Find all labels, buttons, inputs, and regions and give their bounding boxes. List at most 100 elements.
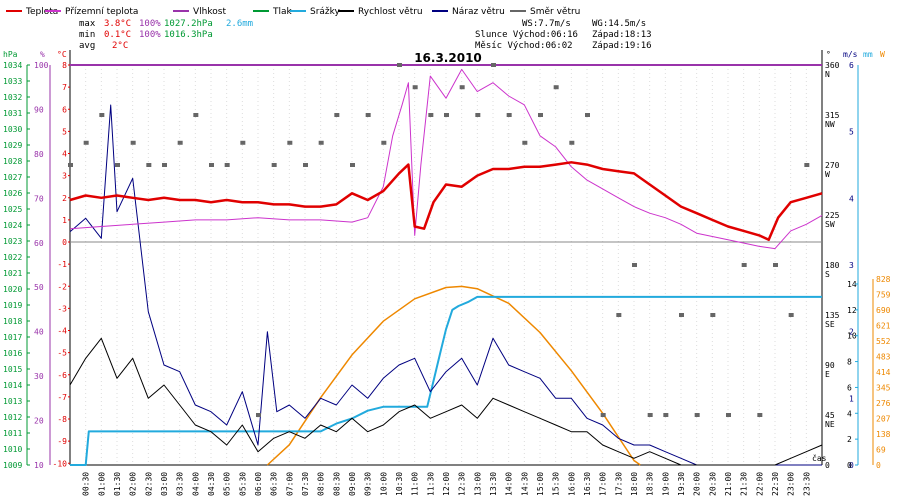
pressure-tick-5: 1029 — [3, 141, 22, 150]
pressure-tick-17: 1017 — [3, 333, 22, 342]
x-tick-11: 06:00 — [254, 472, 263, 496]
pressure-tick-15: 1019 — [3, 301, 22, 310]
dir-tick-1: 315 — [825, 111, 840, 120]
temp-unit: °C — [57, 50, 67, 59]
x-tick-37: 19:00 — [661, 472, 670, 496]
humidity-tick-6: 40 — [34, 328, 44, 337]
x-tick-23: 12:00 — [442, 472, 451, 496]
series-solar — [266, 285, 641, 466]
rain-tick-1: 12 — [847, 306, 857, 315]
series-sm-r-v-tru-point-44 — [757, 413, 763, 417]
ws-tick-3: 3 — [849, 261, 854, 270]
ws-tick-6: 0 — [849, 461, 854, 470]
rain-tick-0: 14 — [847, 280, 857, 289]
stat-sun-rise: Slunce Východ:06:16 — [475, 30, 578, 40]
pressure-tick-8: 1026 — [3, 189, 22, 198]
series-sm-r-v-tru-point-17 — [334, 113, 340, 117]
series-sm-r-v-tru-point-0 — [68, 163, 73, 167]
series-sm-r-v-tru-point-16 — [318, 140, 324, 145]
x-tick-38: 19:30 — [677, 472, 686, 496]
series-sm-r-v-tru-point-18 — [350, 163, 355, 167]
series-sm-r-v-tru-point-47 — [804, 163, 810, 167]
dir-unit: ° — [826, 50, 831, 59]
solar-tick-0: 828 — [876, 275, 891, 284]
solar-tick-5: 483 — [876, 353, 891, 362]
series-sm-r-v-tru-point-36 — [632, 263, 637, 267]
stat-moon-set: Západ:19:16 — [592, 41, 652, 51]
x-tick-9: 05:00 — [223, 472, 232, 496]
rain-tick-4: 6 — [847, 383, 852, 392]
series-sm-r-v-tru-point-1 — [83, 140, 89, 145]
series-n-raz-v-tru — [69, 104, 822, 466]
temp-tick-10: -2 — [57, 282, 67, 291]
stat-rain: 2.6mm — [226, 19, 253, 29]
series-sm-r-v-tru-point-27 — [491, 63, 496, 67]
series-sm-r-v-tru-point-10 — [224, 163, 230, 167]
pressure-tick-11: 1023 — [3, 237, 22, 246]
pressure-tick-4: 1030 — [3, 125, 22, 134]
dir-name-5: SE — [825, 320, 835, 329]
x-tick-33: 17:00 — [599, 472, 608, 496]
temp-tick-4: 4 — [62, 150, 67, 159]
x-axis-label: čas — [812, 453, 827, 463]
series-sm-r-v-tru-point-12 — [256, 413, 261, 417]
temp-tick-16: -8 — [57, 415, 67, 424]
legend-label-7: Směr větru — [530, 7, 580, 17]
temp-tick-17: -9 — [57, 437, 67, 446]
x-tick-21: 11:00 — [411, 472, 420, 496]
pressure-tick-1: 1033 — [3, 77, 22, 86]
dir-name-0: N — [825, 70, 830, 79]
legend-label-2: Vlhkost — [193, 7, 226, 17]
dir-tick-5: 135 — [825, 311, 840, 320]
x-tick-28: 14:30 — [520, 472, 529, 496]
ws-tick-1: 5 — [849, 128, 854, 137]
solar-tick-12: 0 — [876, 461, 881, 470]
x-tick-45: 23:00 — [787, 472, 796, 496]
x-tick-17: 09:00 — [348, 472, 357, 496]
x-tick-3: 02:00 — [129, 472, 138, 496]
x-tick-42: 21:30 — [740, 472, 749, 496]
stat-max-hum: 100% — [139, 19, 161, 29]
humidity-unit: % — [40, 50, 45, 59]
x-tick-1: 01:00 — [97, 472, 106, 496]
series-sm-r-v-tru-point-43 — [741, 263, 747, 267]
rain-tick-6: 2 — [847, 435, 852, 444]
series-sm-r-v-tru-point-40 — [694, 413, 700, 417]
stat-min-temp: 0.1°C — [104, 30, 131, 40]
x-tick-22: 11:30 — [426, 472, 435, 496]
solar-tick-3: 621 — [876, 322, 891, 331]
solar-tick-11: 69 — [876, 446, 886, 455]
humidity-tick-7: 30 — [34, 372, 44, 381]
series-sm-r-v-tru-point-2 — [99, 113, 105, 117]
x-tick-30: 15:30 — [552, 472, 561, 496]
temp-tick-5: 3 — [62, 172, 67, 181]
dir-name-7: NE — [825, 420, 835, 429]
dir-tick-7: 45 — [825, 411, 835, 420]
temp-tick-2: 6 — [62, 105, 67, 114]
pressure-tick-7: 1027 — [3, 173, 22, 182]
x-tick-43: 22:00 — [755, 472, 764, 496]
stat-ws: WS:7.7m/s — [522, 19, 571, 29]
pressure-tick-21: 1013 — [3, 397, 22, 406]
dir-tick-6: 90 — [825, 361, 835, 370]
rain-tick-5: 4 — [847, 409, 852, 418]
series-sm-r-v-tru-point-41 — [710, 313, 716, 317]
pressure-unit: hPa — [3, 50, 18, 59]
solar-tick-10: 138 — [876, 430, 891, 439]
x-tick-2: 01:30 — [113, 472, 122, 496]
chart-title: 16.3.2010 — [414, 51, 482, 65]
stat-min-press: 1016.3hPa — [164, 30, 213, 40]
series-sm-r-v-tru-point-26 — [475, 113, 481, 117]
x-tick-6: 03:30 — [176, 472, 185, 496]
temp-tick-13: -5 — [57, 349, 67, 358]
humidity-tick-5: 50 — [34, 283, 44, 292]
series-sm-r-v-tru-point-5 — [146, 163, 152, 167]
solar-tick-2: 690 — [876, 306, 891, 315]
x-tick-14: 07:30 — [301, 472, 310, 496]
x-tick-32: 16:30 — [583, 472, 592, 496]
humidity-tick-2: 80 — [34, 150, 44, 159]
ws-tick-2: 4 — [849, 194, 854, 203]
pressure-tick-13: 1021 — [3, 269, 22, 278]
x-tick-35: 18:00 — [630, 472, 639, 496]
